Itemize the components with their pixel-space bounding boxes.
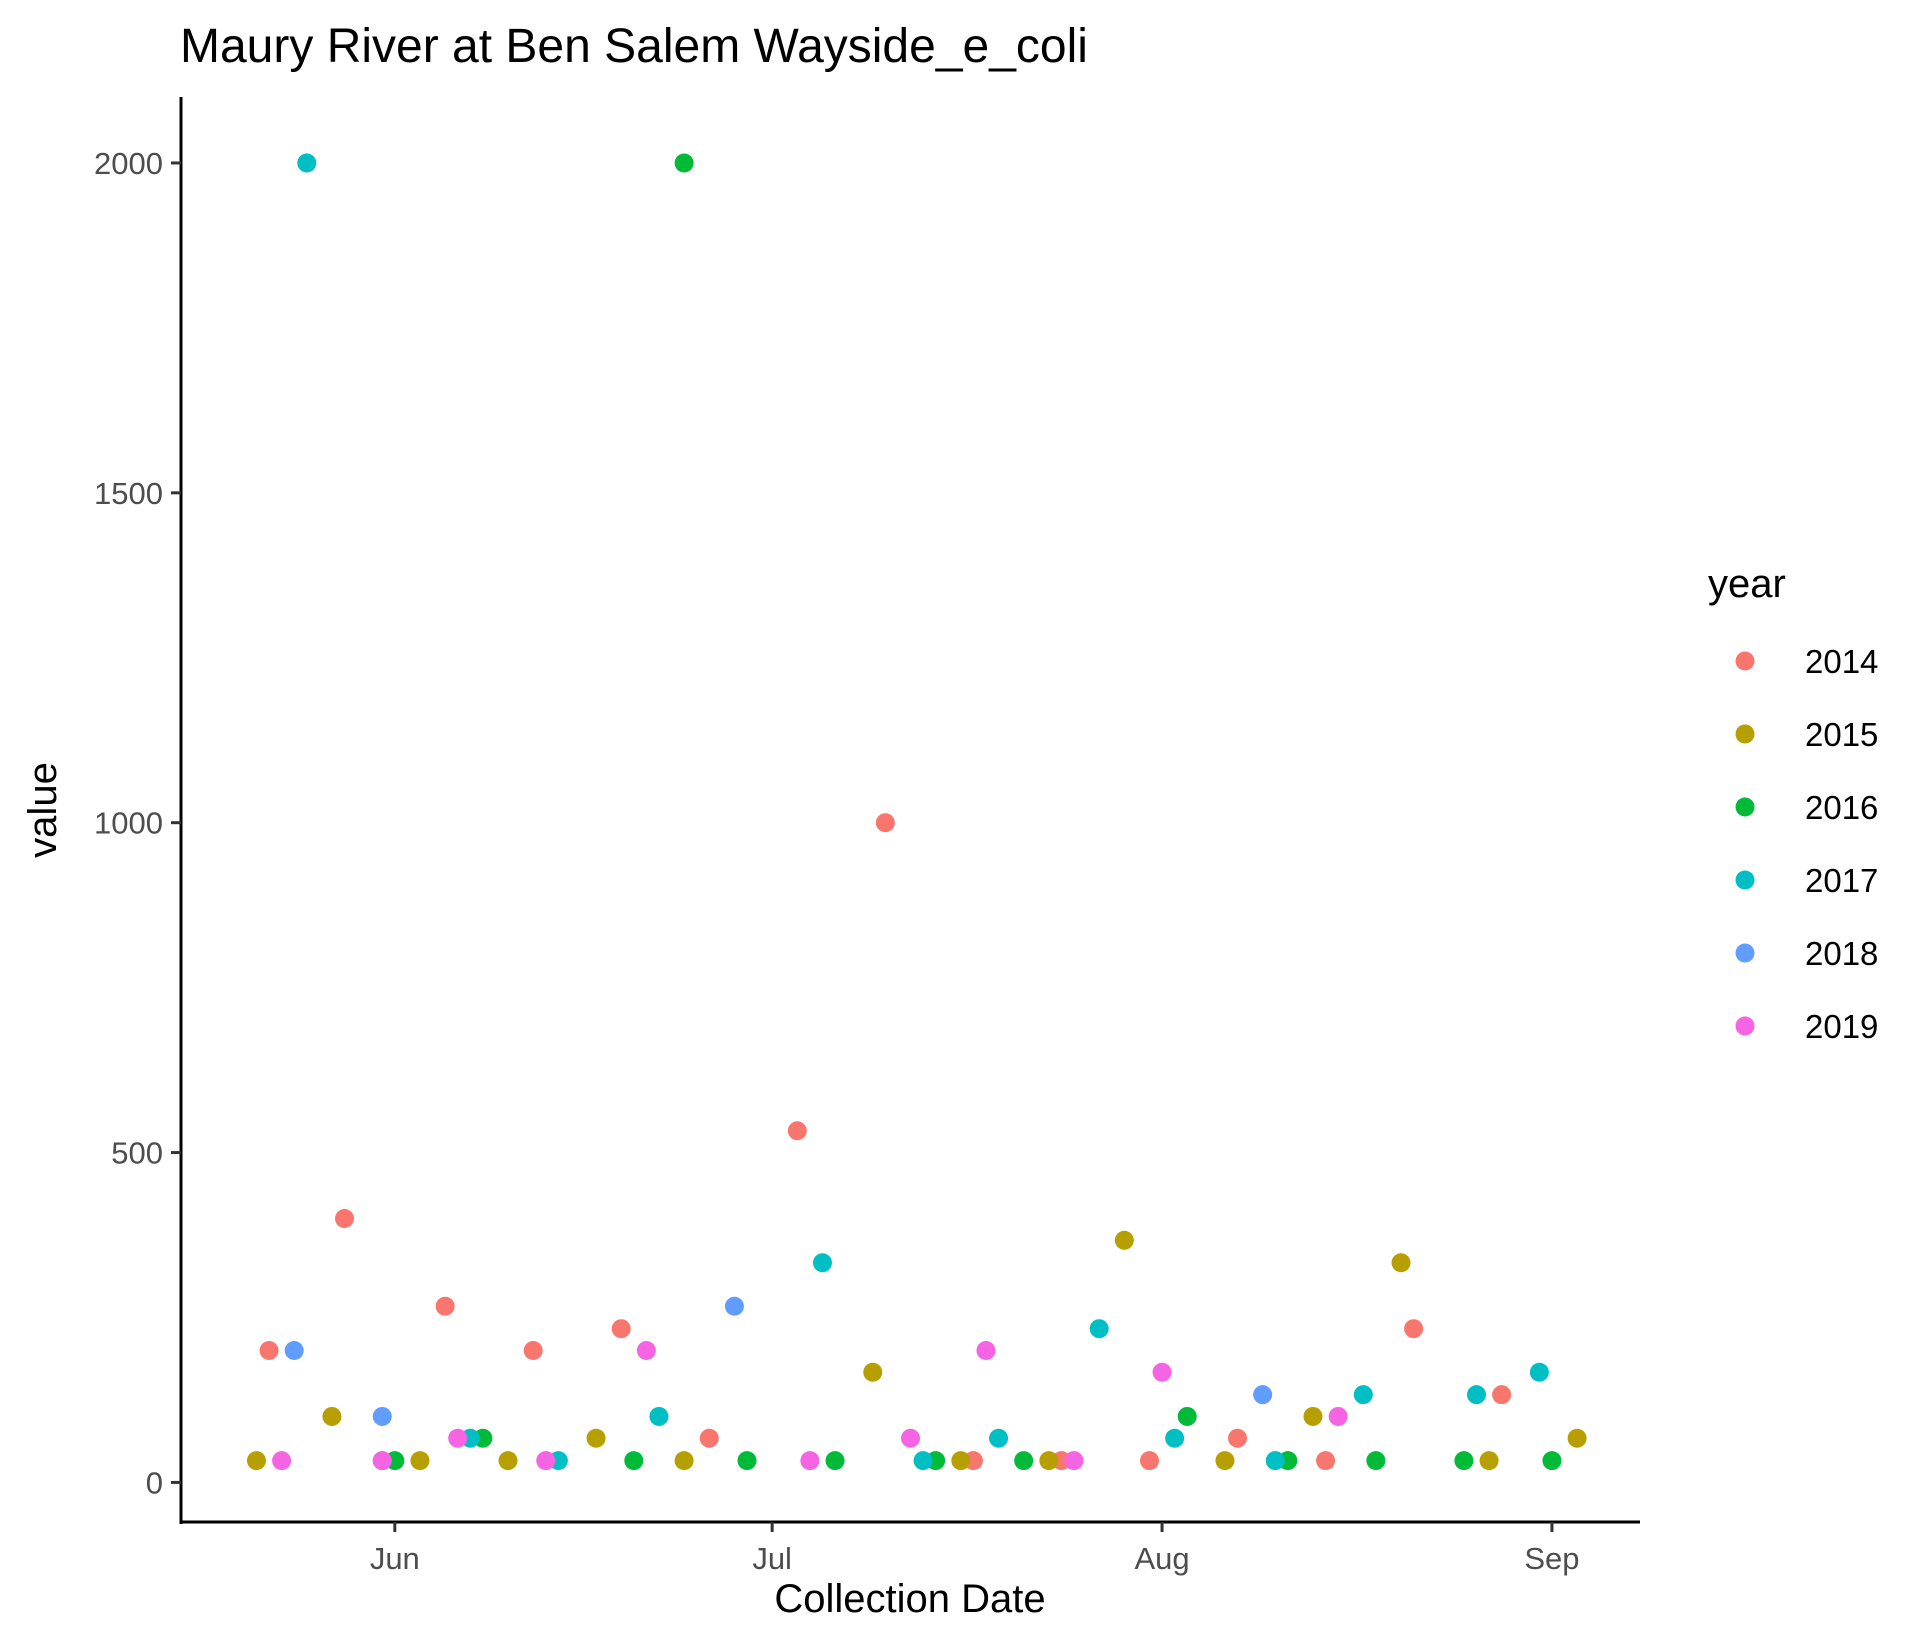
y-tick-label: 500 xyxy=(111,1136,163,1171)
data-point-2019 xyxy=(448,1428,468,1448)
data-point-2019 xyxy=(272,1451,292,1471)
data-point-2015 xyxy=(1567,1428,1587,1448)
data-point-2018 xyxy=(724,1296,744,1316)
data-point-2014 xyxy=(435,1296,455,1316)
data-point-2017 xyxy=(1089,1319,1109,1339)
data-point-2019 xyxy=(1064,1451,1084,1471)
data-point-2016 xyxy=(825,1451,845,1471)
x-axis-title: Collection Date xyxy=(774,1577,1045,1621)
data-point-2014 xyxy=(259,1340,279,1360)
legend-label-2018: 2018 xyxy=(1805,935,1878,972)
data-point-2015 xyxy=(1114,1230,1134,1250)
data-point-2019 xyxy=(901,1428,920,1448)
data-point-2017 xyxy=(1165,1428,1185,1448)
data-point-2015 xyxy=(951,1451,971,1471)
y-tick-label: 1500 xyxy=(94,476,163,511)
x-tick-label: Sep xyxy=(1524,1541,1579,1576)
data-point-2019 xyxy=(1328,1406,1348,1426)
data-point-2017 xyxy=(913,1451,933,1471)
legend-key-2014 xyxy=(1735,651,1755,671)
data-point-2015 xyxy=(863,1362,883,1382)
plot-points xyxy=(246,153,1587,1471)
chart-title: Maury River at Ben Salem Wayside_e_coli xyxy=(180,20,1088,73)
data-point-2017 xyxy=(1466,1385,1486,1405)
data-point-2014 xyxy=(335,1209,355,1229)
legend-key-2015 xyxy=(1735,724,1755,744)
data-point-2019 xyxy=(372,1451,392,1471)
data-point-2015 xyxy=(410,1451,430,1471)
data-point-2019 xyxy=(976,1340,996,1360)
x-axis-ticks: Jun Jul Aug Sep xyxy=(370,1522,1580,1576)
data-point-2016 xyxy=(1177,1406,1197,1426)
data-point-2014 xyxy=(611,1319,631,1339)
data-point-2017 xyxy=(812,1253,832,1273)
data-point-2015 xyxy=(1215,1451,1235,1471)
legend-label-2015: 2015 xyxy=(1805,716,1878,753)
data-point-2014 xyxy=(699,1428,719,1448)
data-point-2017 xyxy=(1265,1451,1285,1471)
data-point-2015 xyxy=(246,1451,266,1471)
data-point-2014 xyxy=(875,813,895,833)
data-point-2015 xyxy=(674,1451,694,1471)
data-point-2019 xyxy=(1152,1362,1172,1382)
data-point-2019 xyxy=(636,1340,656,1360)
data-point-2015 xyxy=(322,1406,342,1426)
data-point-2014 xyxy=(787,1121,807,1141)
data-point-2014 xyxy=(1316,1451,1336,1471)
legend-key-2017 xyxy=(1735,870,1755,890)
data-point-2017 xyxy=(989,1428,1009,1448)
data-point-2014 xyxy=(1228,1428,1248,1448)
data-point-2018 xyxy=(284,1340,304,1360)
data-point-2014 xyxy=(1139,1451,1159,1471)
data-point-2017 xyxy=(649,1406,669,1426)
data-point-2015 xyxy=(1479,1451,1499,1471)
x-tick-label: Jun xyxy=(370,1541,420,1576)
y-tick-label: 1000 xyxy=(94,806,163,841)
y-tick-label: 2000 xyxy=(94,146,163,181)
data-point-2014 xyxy=(1492,1385,1512,1405)
data-point-2015 xyxy=(498,1451,518,1471)
data-point-2015 xyxy=(1039,1451,1059,1471)
legend-items: 2014 2015 2016 2017 2018 2019 xyxy=(1735,643,1878,1045)
data-point-2016 xyxy=(1366,1451,1386,1471)
data-point-2016 xyxy=(737,1451,757,1471)
data-point-2019 xyxy=(800,1451,820,1471)
data-point-2015 xyxy=(1303,1406,1323,1426)
legend-key-2016 xyxy=(1735,797,1755,817)
data-point-2018 xyxy=(372,1406,392,1426)
data-point-2016 xyxy=(674,153,694,173)
data-point-2017 xyxy=(1529,1362,1549,1382)
legend-label-2019: 2019 xyxy=(1805,1008,1878,1045)
y-tick-label: 0 xyxy=(146,1465,163,1500)
data-point-2018 xyxy=(1253,1385,1273,1405)
data-point-2014 xyxy=(523,1340,543,1360)
data-point-2016 xyxy=(1454,1451,1474,1471)
legend-key-2018 xyxy=(1735,943,1755,963)
legend-label-2017: 2017 xyxy=(1805,862,1878,899)
x-tick-label: Aug xyxy=(1134,1541,1189,1576)
data-point-2015 xyxy=(1391,1253,1411,1273)
legend-label-2014: 2014 xyxy=(1805,643,1878,680)
data-point-2016 xyxy=(624,1451,644,1471)
x-tick-label: Jul xyxy=(752,1541,792,1576)
data-point-2014 xyxy=(1404,1319,1424,1339)
legend-title: year xyxy=(1708,562,1786,606)
y-axis-ticks: 0 500 1000 1500 2000 xyxy=(94,146,181,1500)
legend-key-2019 xyxy=(1735,1016,1755,1036)
data-point-2016 xyxy=(1014,1451,1034,1471)
legend: year 2014 2015 2016 2017 2018 2019 xyxy=(1708,562,1878,1045)
data-point-2016 xyxy=(1542,1451,1562,1471)
data-point-2019 xyxy=(536,1451,556,1471)
y-axis-title: value xyxy=(21,762,65,858)
data-point-2015 xyxy=(586,1428,606,1448)
legend-label-2016: 2016 xyxy=(1805,789,1878,826)
data-point-2017 xyxy=(297,153,317,173)
data-point-2017 xyxy=(1353,1385,1373,1405)
